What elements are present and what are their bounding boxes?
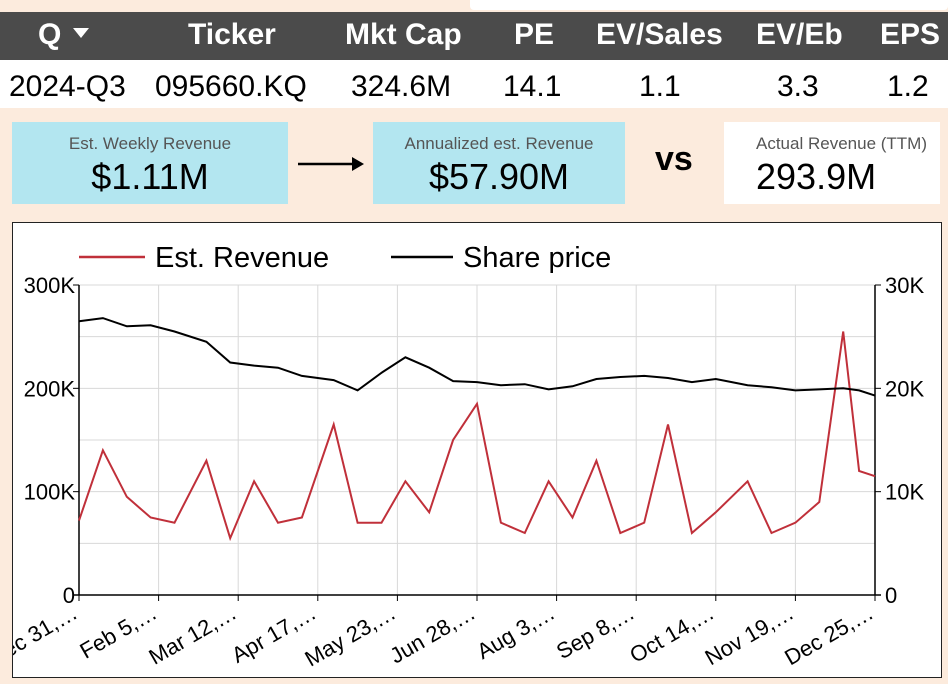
right-tick-label: 0 bbox=[885, 583, 897, 608]
weekly-revenue-value: $1.11M bbox=[91, 156, 209, 197]
right-tick-label: 20K bbox=[885, 376, 924, 401]
header-pe: PE bbox=[514, 18, 555, 51]
top-tab-edge bbox=[470, 0, 948, 10]
header-eveb: EV/Eb bbox=[756, 18, 843, 51]
series-line-share-price bbox=[78, 317, 876, 397]
vs-label: vs bbox=[655, 140, 693, 178]
left-tick-label: 100K bbox=[24, 480, 76, 505]
left-tick-label: 300K bbox=[24, 273, 76, 298]
table-row: 2024-Q3 095660.KQ 324.6M 14.1 1.1 3.3 1.… bbox=[0, 60, 948, 108]
left-tick-label: 0 bbox=[63, 583, 75, 608]
cell-eveb: 3.3 bbox=[777, 70, 819, 103]
header-q-label: Q bbox=[38, 18, 62, 51]
header-q[interactable]: Q bbox=[38, 18, 90, 52]
x-tick-label: Mar 12,… bbox=[145, 600, 241, 670]
cell-pe: 14.1 bbox=[503, 70, 562, 103]
revenue-price-chart: 0 100K 200K 300K 0 10K 20K 30K Dec 31,… Feb 5,… Ma… bbox=[0, 222, 942, 678]
annualized-revenue-label: Annualized est. Revenue bbox=[404, 134, 594, 153]
series-line-est-revenue bbox=[78, 331, 876, 542]
x-tick-label: Sep 8,… bbox=[552, 600, 639, 664]
header-ticker: Ticker bbox=[188, 18, 276, 51]
x-tick-label: Nov 19,… bbox=[701, 600, 798, 671]
chevron-down-icon[interactable] bbox=[73, 28, 90, 39]
actual-revenue-value: 293.9M bbox=[756, 156, 877, 197]
top-strip bbox=[0, 0, 948, 12]
cell-q: 2024-Q3 bbox=[9, 70, 126, 103]
cell-evsales: 1.1 bbox=[639, 70, 681, 103]
cell-mktcap: 324.6M bbox=[351, 70, 452, 103]
header-evsales: EV/Sales bbox=[596, 18, 723, 51]
actual-revenue-label: Actual Revenue (TTM) bbox=[756, 134, 927, 153]
x-tick-label: Dec 31,… bbox=[13, 600, 82, 671]
x-tick-label: Dec 25,… bbox=[780, 600, 877, 671]
x-tick-label: Aug 3,… bbox=[472, 600, 559, 664]
right-tick-label: 10K bbox=[885, 480, 924, 505]
annualized-revenue-value: $57.90M bbox=[428, 156, 570, 197]
header-mktcap: Mkt Cap bbox=[345, 18, 462, 51]
weekly-revenue-card: Est. Weekly Revenue $1.11M bbox=[12, 122, 288, 204]
table-header: Q Ticker Mkt Cap PE EV/Sales EV/Eb EPS bbox=[0, 12, 948, 60]
weekly-revenue-label: Est. Weekly Revenue bbox=[68, 134, 232, 153]
right-tick-label: 30K bbox=[885, 273, 924, 298]
arrow-right-icon bbox=[298, 157, 364, 171]
x-tick-label: May 23,… bbox=[301, 600, 400, 672]
left-tick-label: 200K bbox=[24, 376, 76, 401]
actual-revenue-card: Actual Revenue (TTM) 293.9M bbox=[724, 122, 940, 204]
legend-label: Share price bbox=[463, 242, 611, 274]
cell-eps: 1.2 bbox=[887, 70, 929, 103]
cell-ticker: 095660.KQ bbox=[155, 70, 307, 103]
x-tick-label: Oct 14,… bbox=[625, 600, 718, 668]
legend-label: Est. Revenue bbox=[155, 242, 329, 274]
x-tick-label: Jun 28,… bbox=[385, 600, 479, 669]
header-eps: EPS bbox=[880, 18, 941, 51]
annualized-revenue-card: Annualized est. Revenue $57.90M bbox=[373, 122, 625, 204]
